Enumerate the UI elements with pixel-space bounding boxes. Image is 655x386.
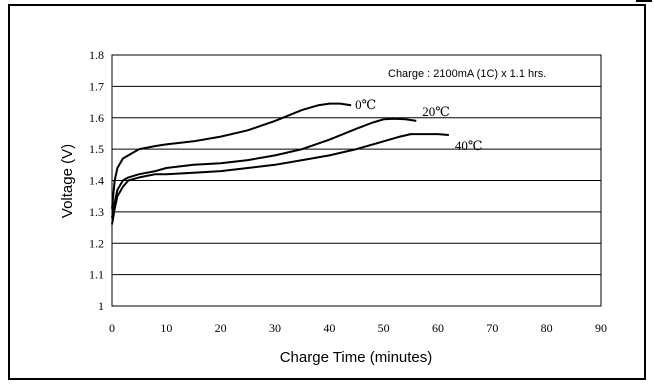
x-axis-ticks: 0 10 20 30 40 50 60 70 80 90 [109,321,607,335]
x-tick-label: 30 [269,321,281,335]
x-tick-label: 10 [160,321,172,335]
series-layer: 0℃ 20℃ 40℃ [111,97,483,225]
x-tick-label: 20 [215,321,227,335]
series-line-0 [111,102,352,209]
x-tick-label: 0 [109,321,115,335]
x-tick-label: 40 [323,321,335,335]
x-tick-label: 90 [595,321,607,335]
y-tick-label: 1.2 [89,236,104,250]
series-line-2 [111,133,449,225]
grid-layer [112,54,601,307]
y-axis-title: Voltage (V) [59,144,76,218]
x-axis-title: Charge Time (minutes) [280,349,433,366]
series-label-0: 0℃ [355,97,376,112]
annotation-box: Charge : 2100mA (1C) x 1.1 hrs. [382,62,600,82]
y-tick-label: 1.5 [89,142,104,156]
frame-corner-mark [636,0,652,4]
x-tick-label: 70 [486,321,498,335]
y-tick-label: 1.3 [89,205,104,219]
y-tick-label: 1.8 [89,48,104,62]
y-axis-ticks: 1 1.1 1.2 1.3 1.4 1.5 1.6 1.7 1.8 [89,48,104,313]
x-tick-label: 50 [378,321,390,335]
plot-area [111,54,602,307]
charge-condition-note: Charge : 2100mA (1C) x 1.1 hrs. [388,68,546,80]
y-tick-label: 1.6 [89,111,104,125]
y-tick-label: 1.4 [89,174,104,188]
y-tick-label: 1 [98,299,104,313]
y-tick-label: 1.1 [89,268,104,282]
series-label-2: 40℃ [455,138,483,153]
x-tick-label: 80 [541,321,553,335]
x-tick-label: 60 [432,321,444,335]
series-line-1 [111,117,417,219]
y-tick-label: 1.7 [89,79,104,93]
series-label-1: 20℃ [422,104,450,119]
